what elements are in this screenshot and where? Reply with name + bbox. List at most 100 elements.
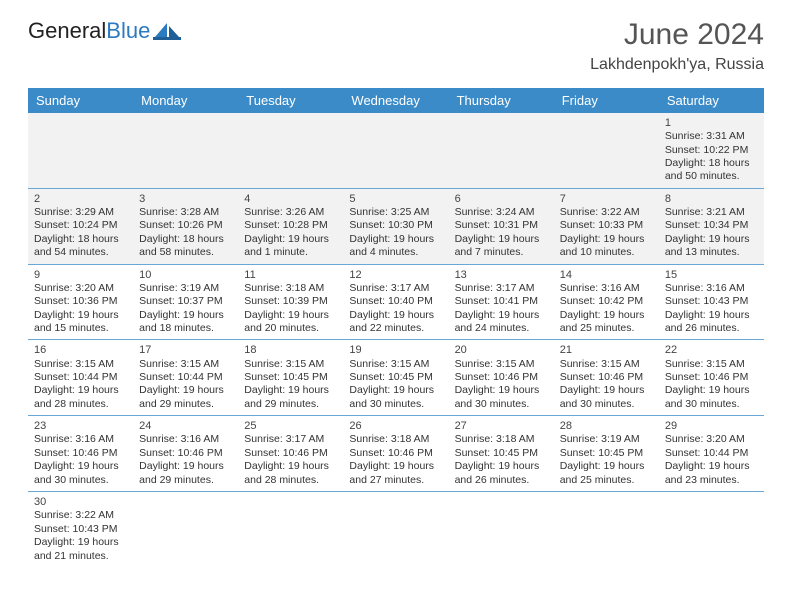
calendar-empty-cell [343,492,448,567]
sunset-text: Sunset: 10:42 PM [560,295,653,308]
daylight-text-1: Daylight: 19 hours [455,233,548,246]
calendar-day-cell: 23Sunrise: 3:16 AMSunset: 10:46 PMDaylig… [28,416,133,492]
calendar-day-cell: 24Sunrise: 3:16 AMSunset: 10:46 PMDaylig… [133,416,238,492]
daylight-text-1: Daylight: 19 hours [455,309,548,322]
sunrise-text: Sunrise: 3:17 AM [349,282,442,295]
calendar-day-cell: 25Sunrise: 3:17 AMSunset: 10:46 PMDaylig… [238,416,343,492]
calendar-day-cell: 17Sunrise: 3:15 AMSunset: 10:44 PMDaylig… [133,340,238,416]
sunset-text: Sunset: 10:44 PM [139,371,232,384]
daylight-text-2: and 30 minutes. [34,474,127,487]
sunrise-text: Sunrise: 3:15 AM [455,358,548,371]
sunrise-text: Sunrise: 3:17 AM [455,282,548,295]
calendar-week-row: 30Sunrise: 3:22 AMSunset: 10:43 PMDaylig… [28,492,764,567]
calendar-day-cell: 9Sunrise: 3:20 AMSunset: 10:36 PMDayligh… [28,264,133,340]
sunset-text: Sunset: 10:44 PM [34,371,127,384]
sunset-text: Sunset: 10:45 PM [244,371,337,384]
daylight-text-2: and 24 minutes. [455,322,548,335]
calendar-day-cell: 21Sunrise: 3:15 AMSunset: 10:46 PMDaylig… [554,340,659,416]
sunset-text: Sunset: 10:31 PM [455,219,548,232]
calendar-empty-cell [554,492,659,567]
calendar-empty-cell [238,113,343,188]
sunset-text: Sunset: 10:46 PM [139,447,232,460]
day-number: 30 [34,494,127,509]
sunrise-text: Sunrise: 3:28 AM [139,206,232,219]
daylight-text-1: Daylight: 18 hours [665,157,758,170]
sunrise-text: Sunrise: 3:19 AM [560,433,653,446]
day-number: 1 [665,115,758,130]
sunset-text: Sunset: 10:30 PM [349,219,442,232]
sunset-text: Sunset: 10:43 PM [665,295,758,308]
day-number: 5 [349,191,442,206]
calendar-week-row: 23Sunrise: 3:16 AMSunset: 10:46 PMDaylig… [28,416,764,492]
sunrise-text: Sunrise: 3:15 AM [244,358,337,371]
sunrise-text: Sunrise: 3:15 AM [139,358,232,371]
calendar-day-cell: 4Sunrise: 3:26 AMSunset: 10:28 PMDayligh… [238,188,343,264]
daylight-text-2: and 28 minutes. [244,474,337,487]
sunset-text: Sunset: 10:46 PM [34,447,127,460]
sunrise-text: Sunrise: 3:31 AM [665,130,758,143]
daylight-text-1: Daylight: 19 hours [665,460,758,473]
calendar-day-cell: 14Sunrise: 3:16 AMSunset: 10:42 PMDaylig… [554,264,659,340]
sunset-text: Sunset: 10:46 PM [244,447,337,460]
sunset-text: Sunset: 10:37 PM [139,295,232,308]
calendar-day-cell: 18Sunrise: 3:15 AMSunset: 10:45 PMDaylig… [238,340,343,416]
day-number: 23 [34,418,127,433]
day-number: 19 [349,342,442,357]
day-number: 11 [244,267,337,282]
sunset-text: Sunset: 10:46 PM [665,371,758,384]
day-number: 24 [139,418,232,433]
sunrise-text: Sunrise: 3:25 AM [349,206,442,219]
daylight-text-2: and 18 minutes. [139,322,232,335]
sunrise-text: Sunrise: 3:17 AM [244,433,337,446]
calendar-day-cell: 15Sunrise: 3:16 AMSunset: 10:43 PMDaylig… [659,264,764,340]
daylight-text-1: Daylight: 19 hours [560,309,653,322]
calendar-day-cell: 13Sunrise: 3:17 AMSunset: 10:41 PMDaylig… [449,264,554,340]
sunrise-text: Sunrise: 3:15 AM [560,358,653,371]
sunset-text: Sunset: 10:44 PM [665,447,758,460]
daylight-text-1: Daylight: 19 hours [244,309,337,322]
calendar-day-cell: 1Sunrise: 3:31 AMSunset: 10:22 PMDayligh… [659,113,764,188]
daylight-text-2: and 7 minutes. [455,246,548,259]
day-header: Friday [554,88,659,113]
daylight-text-1: Daylight: 19 hours [139,384,232,397]
daylight-text-2: and 26 minutes. [665,322,758,335]
daylight-text-2: and 23 minutes. [665,474,758,487]
daylight-text-2: and 58 minutes. [139,246,232,259]
daylight-text-2: and 10 minutes. [560,246,653,259]
calendar-empty-cell [238,492,343,567]
day-header: Monday [133,88,238,113]
sunrise-text: Sunrise: 3:22 AM [560,206,653,219]
daylight-text-2: and 30 minutes. [455,398,548,411]
sunrise-text: Sunrise: 3:18 AM [349,433,442,446]
month-title: June 2024 [590,18,764,52]
sunset-text: Sunset: 10:22 PM [665,144,758,157]
daylight-text-2: and 13 minutes. [665,246,758,259]
daylight-text-2: and 29 minutes. [139,474,232,487]
daylight-text-1: Daylight: 19 hours [244,384,337,397]
sunset-text: Sunset: 10:45 PM [349,371,442,384]
sunrise-text: Sunrise: 3:16 AM [665,282,758,295]
sunrise-text: Sunrise: 3:24 AM [455,206,548,219]
day-header: Thursday [449,88,554,113]
daylight-text-1: Daylight: 19 hours [349,384,442,397]
daylight-text-2: and 4 minutes. [349,246,442,259]
calendar-table: SundayMondayTuesdayWednesdayThursdayFrid… [28,88,764,567]
sunset-text: Sunset: 10:46 PM [349,447,442,460]
page-header: GeneralBlue June 2024 Lakhdenpokh'ya, Ru… [28,18,764,74]
day-number: 28 [560,418,653,433]
sunrise-text: Sunrise: 3:18 AM [244,282,337,295]
sunrise-text: Sunrise: 3:22 AM [34,509,127,522]
sunrise-text: Sunrise: 3:15 AM [349,358,442,371]
day-number: 15 [665,267,758,282]
day-number: 12 [349,267,442,282]
day-header: Wednesday [343,88,448,113]
sunset-text: Sunset: 10:36 PM [34,295,127,308]
day-number: 2 [34,191,127,206]
daylight-text-1: Daylight: 19 hours [244,233,337,246]
location-label: Lakhdenpokh'ya, Russia [590,56,764,74]
logo-sail-icon [153,21,181,41]
daylight-text-1: Daylight: 19 hours [665,233,758,246]
daylight-text-1: Daylight: 19 hours [349,233,442,246]
sunset-text: Sunset: 10:45 PM [455,447,548,460]
daylight-text-1: Daylight: 19 hours [139,309,232,322]
